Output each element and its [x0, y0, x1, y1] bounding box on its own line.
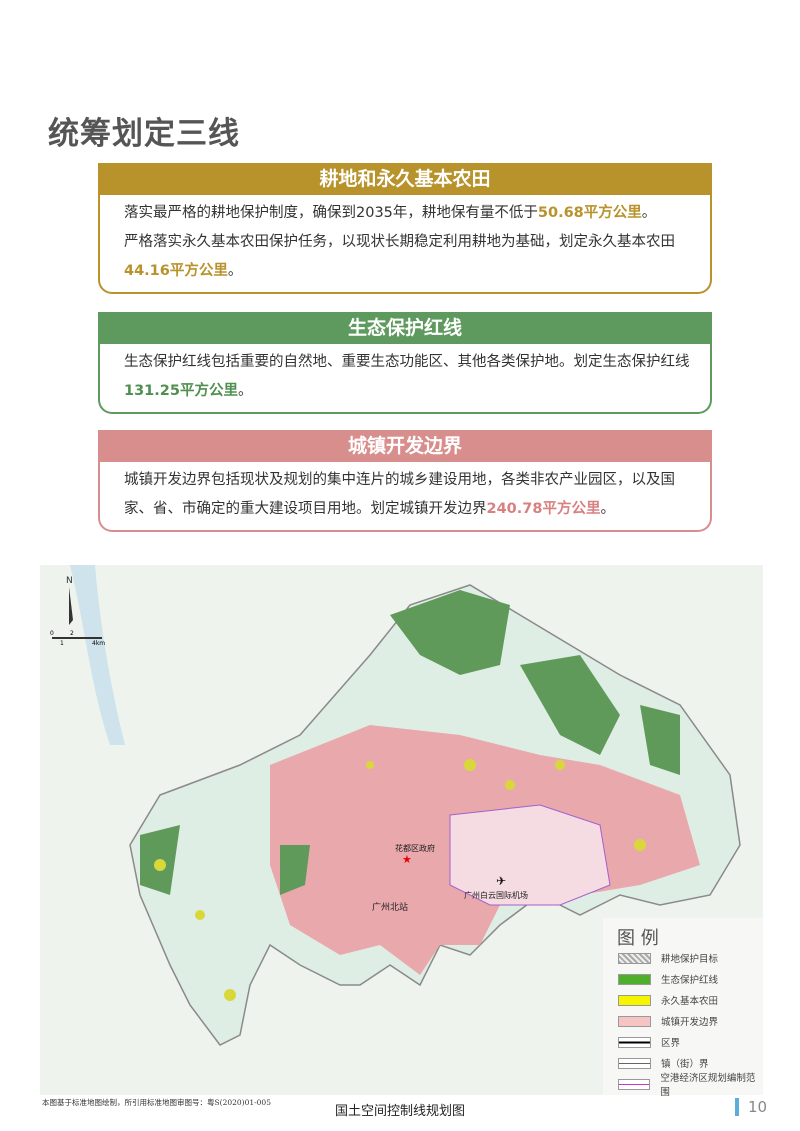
map-legend: 图 例 耕地保护目标 生态保护红线 永久基本农田 城镇开发边界 区界 镇（街）界…	[603, 918, 763, 1098]
legend-item: 永久基本农田	[618, 993, 718, 1007]
section-body: 城镇开发边界包括现状及规划的集中连片的城乡建设用地，各类非农产业园区，以及国家、…	[98, 462, 712, 532]
legend-label: 区界	[661, 1038, 681, 1049]
value-highlight: 44.16平方公里	[124, 263, 228, 279]
text: 生态保护红线包括重要的自然地、重要生态功能区、其他各类保护地。划定生态保护红线	[124, 354, 690, 370]
text: 。	[600, 501, 615, 517]
scale-label: 0	[50, 630, 54, 637]
section-heading: 生态保护红线	[98, 312, 712, 344]
scale-label: 4km	[92, 640, 105, 647]
eco-redline	[520, 655, 620, 755]
map-label-airport: 广州白云国际机场	[464, 890, 528, 900]
value-highlight: 50.68平方公里	[537, 205, 642, 221]
airplane-icon: ✈	[496, 874, 506, 888]
map-caption: 国土空间控制线规划图	[335, 1104, 466, 1119]
legend-title: 图 例	[617, 928, 659, 949]
swatch	[618, 1057, 651, 1069]
map-source-note: 本图基于标准地图绘制，所引用标准地图审图号：粤S(2020)01-005	[42, 1098, 271, 1107]
section-body: 生态保护红线包括重要的自然地、重要生态功能区、其他各类保护地。划定生态保护红线 1…	[98, 344, 712, 414]
scale-label: 1	[60, 640, 64, 647]
text: 。	[641, 205, 657, 221]
legend-label: 空港经济区规划编制范围	[660, 1073, 756, 1098]
page-number: 10	[735, 1098, 767, 1116]
eco-redline	[390, 590, 510, 675]
text: 。	[227, 263, 243, 279]
legend-item: 空港经济区规划编制范围	[618, 1073, 763, 1098]
section-body: 落实最严格的耕地保护制度，确保到2035年，耕地保有量不低于50.68平方公里。…	[98, 195, 712, 294]
scale-label: 2	[70, 630, 74, 637]
legend-item: 生态保护红线	[618, 972, 718, 986]
hatch-swatch	[618, 952, 651, 964]
text: 。	[237, 383, 253, 399]
legend-label: 生态保护红线	[661, 975, 719, 986]
legend-label: 城镇开发边界	[661, 1017, 719, 1028]
swatch	[618, 994, 651, 1006]
map-graphic: N 0 1 2 4km 花都区政府 ★ 广州北站 广州白云国际机场 ✈	[50, 565, 741, 1046]
section-heading: 城镇开发边界	[98, 430, 712, 462]
map-label-station: 广州北站	[372, 901, 408, 913]
section-ecology: 生态保护红线 生态保护红线包括重要的自然地、重要生态功能区、其他各类保护地。划定…	[98, 312, 712, 414]
map-label-gov: 花都区政府	[395, 843, 435, 853]
value-highlight: 240.78平方公里	[486, 501, 601, 517]
section-farmland: 耕地和永久基本农田 落实最严格的耕地保护制度，确保到2035年，耕地保有量不低于…	[98, 163, 712, 294]
north-label: N	[66, 576, 73, 586]
swatch	[618, 1015, 651, 1027]
legend-label: 永久基本农田	[661, 996, 719, 1007]
farmland-patches	[154, 759, 646, 1001]
value-highlight: 131.25平方公里	[124, 383, 238, 399]
swatch	[618, 1078, 651, 1090]
text: 落实最严格的耕地保护制度，确保到2035年，耕地保有量不低于	[124, 205, 538, 221]
swatch	[618, 1036, 651, 1048]
section-heading: 耕地和永久基本农田	[98, 163, 712, 195]
scale-bar	[52, 637, 102, 639]
legend-item: 区界	[618, 1035, 680, 1049]
page-title: 统筹划定三线	[48, 116, 240, 152]
eco-redline	[640, 705, 680, 775]
eco-redline	[280, 845, 310, 895]
section-urban: 城镇开发边界 城镇开发边界包括现状及规划的集中连片的城乡建设用地，各类非农产业园…	[98, 430, 712, 532]
legend-label: 镇（街）界	[661, 1059, 709, 1070]
airport-zone	[449, 804, 611, 906]
river	[70, 565, 125, 745]
text: 城镇开发边界包括现状及规划的集中连片的城乡建设用地，各类非农产业园区，以及国家、…	[124, 472, 675, 517]
legend-item: 耕地保护目标	[618, 951, 718, 965]
legend-item: 镇（街）界	[618, 1056, 709, 1070]
legend-label: 耕地保护目标	[661, 954, 719, 965]
legend-item: 城镇开发边界	[618, 1014, 718, 1028]
star-icon: ★	[402, 853, 412, 866]
swatch	[618, 973, 651, 985]
text: 严格落实永久基本农田保护任务，以现状长期稳定利用耕地为基础，划定永久基本农田	[124, 234, 675, 250]
north-arrow-icon: N	[66, 576, 73, 625]
